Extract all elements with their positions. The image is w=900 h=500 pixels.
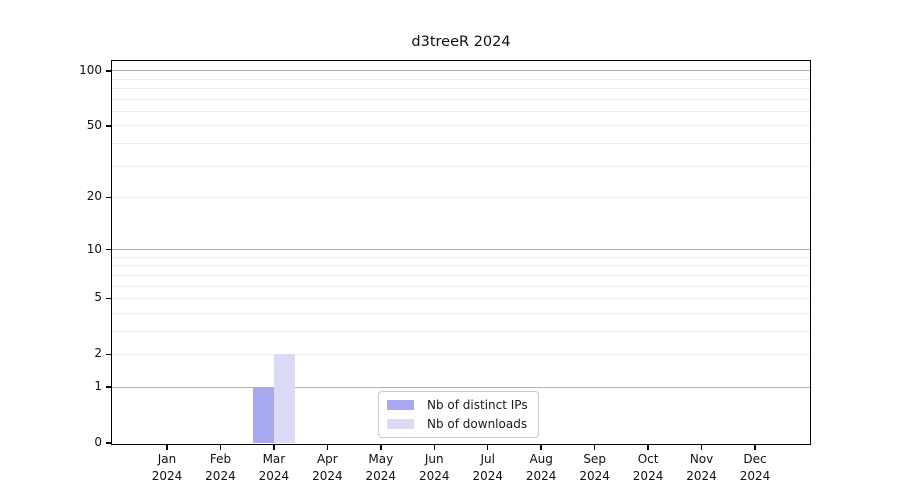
x-tick-year: 2024 <box>258 468 290 483</box>
y-tick-label: 1 <box>94 379 102 394</box>
legend: Nb of distinct IPs Nb of downloads <box>378 391 539 438</box>
x-tick-mark <box>219 444 222 450</box>
x-tick-mark <box>486 444 489 450</box>
x-tick-month: Nov <box>689 452 714 466</box>
x-tick-label: May 2024 <box>351 451 411 484</box>
x-tick-mark <box>593 444 596 450</box>
chart-title: d3treeR 2024 <box>411 34 511 50</box>
x-tick-label: Jul 2024 <box>458 451 518 484</box>
x-tick-month: Mar <box>262 452 286 466</box>
x-tick-label: Nov 2024 <box>672 451 732 484</box>
y-tick-mark <box>106 442 112 444</box>
y-tick-label: 0 <box>94 435 102 449</box>
minor-gridline <box>112 330 810 332</box>
x-tick-mark <box>273 444 275 450</box>
major-gridline <box>112 386 810 388</box>
x-tick-label: Feb 2024 <box>190 451 250 484</box>
minor-gridline <box>112 297 810 299</box>
x-tick-year: 2024 <box>579 468 610 483</box>
x-tick-month: Feb <box>209 452 232 466</box>
minor-gridline <box>112 165 810 167</box>
x-tick-label: Apr 2024 <box>297 451 357 484</box>
minor-gridline <box>112 256 810 258</box>
plot-area: Nb of distinct IPs Nb of downloads <box>112 61 810 443</box>
y-tick-mark <box>106 70 112 72</box>
x-tick-month: Dec <box>743 452 767 466</box>
y-tick-mark <box>106 386 112 388</box>
y-tick-label: 100 <box>79 62 102 77</box>
x-tick-year: 2024 <box>418 468 450 483</box>
x-tick-year: 2024 <box>365 468 397 483</box>
legend-swatch-downloads <box>387 419 414 429</box>
minor-gridline <box>112 285 810 287</box>
x-tick-mark <box>380 444 382 450</box>
x-tick-label: Mar 2024 <box>244 451 304 484</box>
legend-item-downloads: Nb of downloads <box>387 417 528 431</box>
bar-nb-of-downloads <box>273 354 295 443</box>
x-tick-mark <box>754 444 756 450</box>
minor-gridline <box>112 88 810 90</box>
minor-gridline <box>112 142 810 144</box>
y-tick-mark <box>106 353 112 356</box>
legend-swatch-distinct-ips <box>387 400 414 410</box>
x-tick-month: Jan <box>157 452 177 466</box>
legend-item-distinct-ips: Nb of distinct IPs <box>387 398 528 412</box>
x-tick-label: Dec 2024 <box>725 451 785 484</box>
x-tick-year: 2024 <box>525 468 557 483</box>
x-tick-month: Jun <box>424 452 444 466</box>
x-tick-month: Apr <box>316 452 338 466</box>
minor-gridline <box>112 274 810 276</box>
y-tick-label: 50 <box>86 117 102 132</box>
y-tick-mark <box>106 125 112 127</box>
y-tick-mark <box>106 297 112 300</box>
minor-gridline <box>112 125 810 127</box>
x-tick-month: Jul <box>480 452 495 466</box>
x-tick-mark <box>326 444 329 450</box>
y-tick-label: 20 <box>86 189 102 204</box>
y-tick-label: 2 <box>94 346 102 361</box>
x-tick-label: Oct 2024 <box>618 451 678 484</box>
x-tick-year: 2024 <box>632 468 664 483</box>
y-tick-label: 5 <box>94 290 102 305</box>
x-tick-month: May <box>368 452 394 466</box>
minor-gridline <box>112 110 810 112</box>
minor-gridline <box>112 196 810 198</box>
major-gridline <box>112 249 810 251</box>
x-tick-month: Oct <box>637 452 659 466</box>
x-tick-month: Sep <box>583 452 606 466</box>
minor-gridline <box>112 265 810 267</box>
minor-gridline <box>112 353 810 355</box>
minor-gridline <box>112 78 810 80</box>
x-tick-year: 2024 <box>739 468 771 483</box>
x-tick-mark <box>540 444 542 450</box>
x-tick-label: Sep 2024 <box>565 451 625 484</box>
x-tick-year: 2024 <box>205 468 236 483</box>
x-tick-year: 2024 <box>151 468 183 483</box>
major-gridline <box>112 70 810 72</box>
x-tick-label: Jan 2024 <box>137 451 197 484</box>
x-tick-mark <box>700 444 703 450</box>
x-tick-label: Aug 2024 <box>511 451 571 484</box>
y-tick-mark <box>106 248 112 251</box>
bar-nb-of-distinct-ips <box>252 387 274 443</box>
x-tick-label: Jun 2024 <box>404 451 464 484</box>
x-tick-year: 2024 <box>312 468 343 483</box>
minor-gridline <box>112 98 810 100</box>
x-tick-mark <box>647 444 649 450</box>
x-tick-year: 2024 <box>686 468 717 483</box>
legend-label-downloads: Nb of downloads <box>427 417 528 431</box>
x-tick-month: Aug <box>529 452 553 466</box>
x-tick-year: 2024 <box>472 468 503 483</box>
y-tick-mark <box>106 196 112 199</box>
legend-label-distinct-ips: Nb of distinct IPs <box>427 398 528 412</box>
x-tick-mark <box>166 444 168 450</box>
x-tick-mark <box>433 444 436 450</box>
minor-gridline <box>112 312 810 314</box>
y-tick-label: 10 <box>86 241 102 256</box>
